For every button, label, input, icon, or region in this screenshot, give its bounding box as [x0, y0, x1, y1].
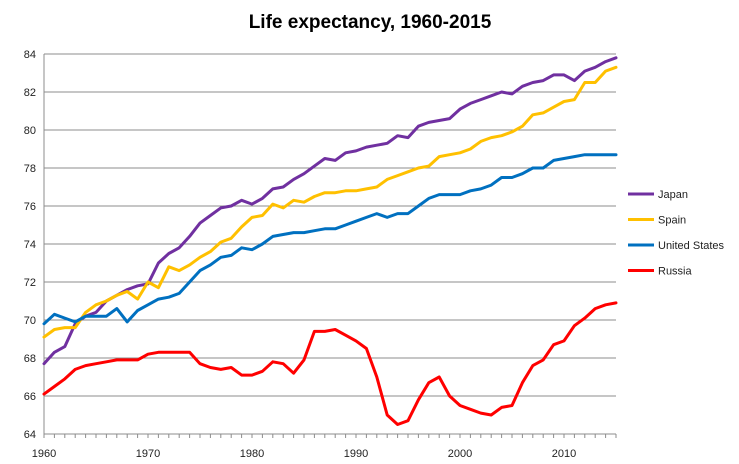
chart-title: Life expectancy, 1960-2015 [249, 12, 492, 33]
y-tick-label: 82 [24, 87, 36, 99]
series-line-spain [42, 65, 618, 339]
y-tick-label: 84 [24, 49, 36, 61]
x-tick-label: 1980 [240, 448, 264, 460]
y-axis-tick-labels: 64 66 68 70 72 74 76 78 80 82 84 [24, 49, 36, 441]
y-tick-label: 72 [24, 277, 36, 289]
y-tick-label: 74 [24, 239, 36, 251]
x-tick-label: 2010 [552, 448, 576, 460]
series-line-japan [42, 56, 618, 366]
axes [43, 54, 617, 438]
legend: Japan Spain United States Russia [628, 189, 725, 278]
x-tick-label: 1990 [344, 448, 368, 460]
legend-label: Japan [658, 189, 688, 201]
x-tick-label: 1960 [32, 448, 56, 460]
y-tick-label: 78 [24, 163, 36, 175]
y-tick-label: 68 [24, 353, 36, 365]
x-tick-label: 2000 [448, 448, 472, 460]
legend-label: Spain [658, 215, 686, 227]
x-tick-label: 1970 [136, 448, 160, 460]
series-line-russia [42, 301, 618, 426]
y-tick-label: 66 [24, 391, 36, 403]
x-axis-tick-labels: 1960 1970 1980 1990 2000 2010 [32, 448, 576, 460]
y-tick-label: 80 [24, 125, 36, 137]
series-lines [42, 56, 618, 426]
legend-label: Russia [658, 266, 693, 278]
y-tick-label: 70 [24, 315, 36, 327]
legend-label: United States [658, 240, 725, 252]
y-tick-label: 76 [24, 201, 36, 213]
y-tick-label: 64 [24, 429, 36, 441]
series-line-united-states [42, 153, 618, 326]
grid-lines [44, 53, 616, 435]
